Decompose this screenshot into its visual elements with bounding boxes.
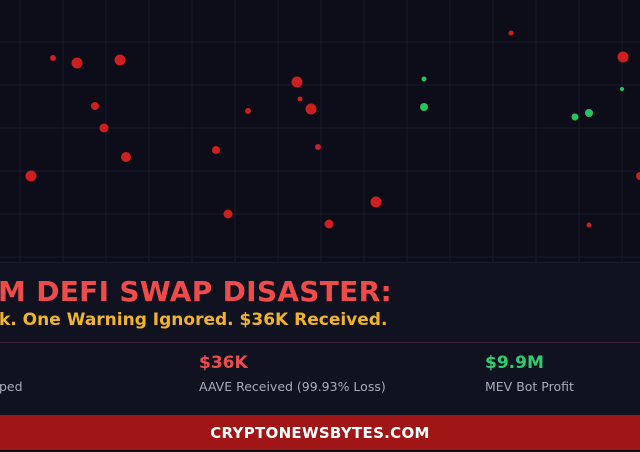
loss-dot — [297, 96, 303, 102]
loss-dot — [370, 196, 382, 208]
headline-subtitle: k. One Warning Ignored. $36K Received. — [0, 310, 388, 330]
stat-mev-profit: $9.9M MEV Bot Profit — [485, 353, 574, 394]
footer-site-banner: CRYPTONEWSBYTES.COM — [0, 415, 640, 450]
stat-label: AAVE Received (99.93% Loss) — [199, 379, 386, 394]
loss-dot — [223, 209, 233, 219]
loss-dot — [212, 146, 220, 154]
loss-dot — [324, 219, 334, 229]
stat-value: $36K — [199, 353, 248, 373]
loss-dot — [25, 170, 37, 182]
loss-dot — [50, 55, 56, 61]
profit-dot — [571, 113, 579, 121]
loss-dot — [617, 51, 629, 63]
loss-dot — [305, 103, 317, 115]
loss-dot — [245, 108, 251, 114]
stat-label: MEV Bot Profit — [485, 379, 574, 394]
stat-swapped: ped — [0, 353, 23, 394]
profit-dot — [620, 87, 624, 91]
loss-dot — [291, 76, 303, 88]
profit-dot — [585, 109, 593, 117]
loss-dot — [315, 144, 321, 150]
loss-dot — [508, 30, 514, 36]
stat-value: $9.9M — [485, 353, 544, 373]
loss-dot — [636, 172, 640, 180]
stat-label: ped — [0, 379, 23, 394]
headline-title: M DEFI SWAP DISASTER: — [0, 275, 392, 308]
divider — [0, 342, 640, 343]
stat-value — [0, 353, 23, 373]
profit-dot — [421, 76, 427, 82]
headline-panel: M DEFI SWAP DISASTER: k. One Warning Ign… — [0, 262, 640, 416]
background-scatter-decoration — [0, 0, 640, 262]
stat-aave-received: $36K AAVE Received (99.93% Loss) — [199, 353, 386, 394]
loss-dot — [114, 54, 126, 66]
loss-dot — [586, 222, 592, 228]
profit-dot — [420, 103, 428, 111]
loss-dot — [71, 57, 83, 69]
loss-dot — [121, 152, 131, 162]
loss-dot — [99, 123, 109, 133]
loss-dot — [91, 102, 99, 110]
